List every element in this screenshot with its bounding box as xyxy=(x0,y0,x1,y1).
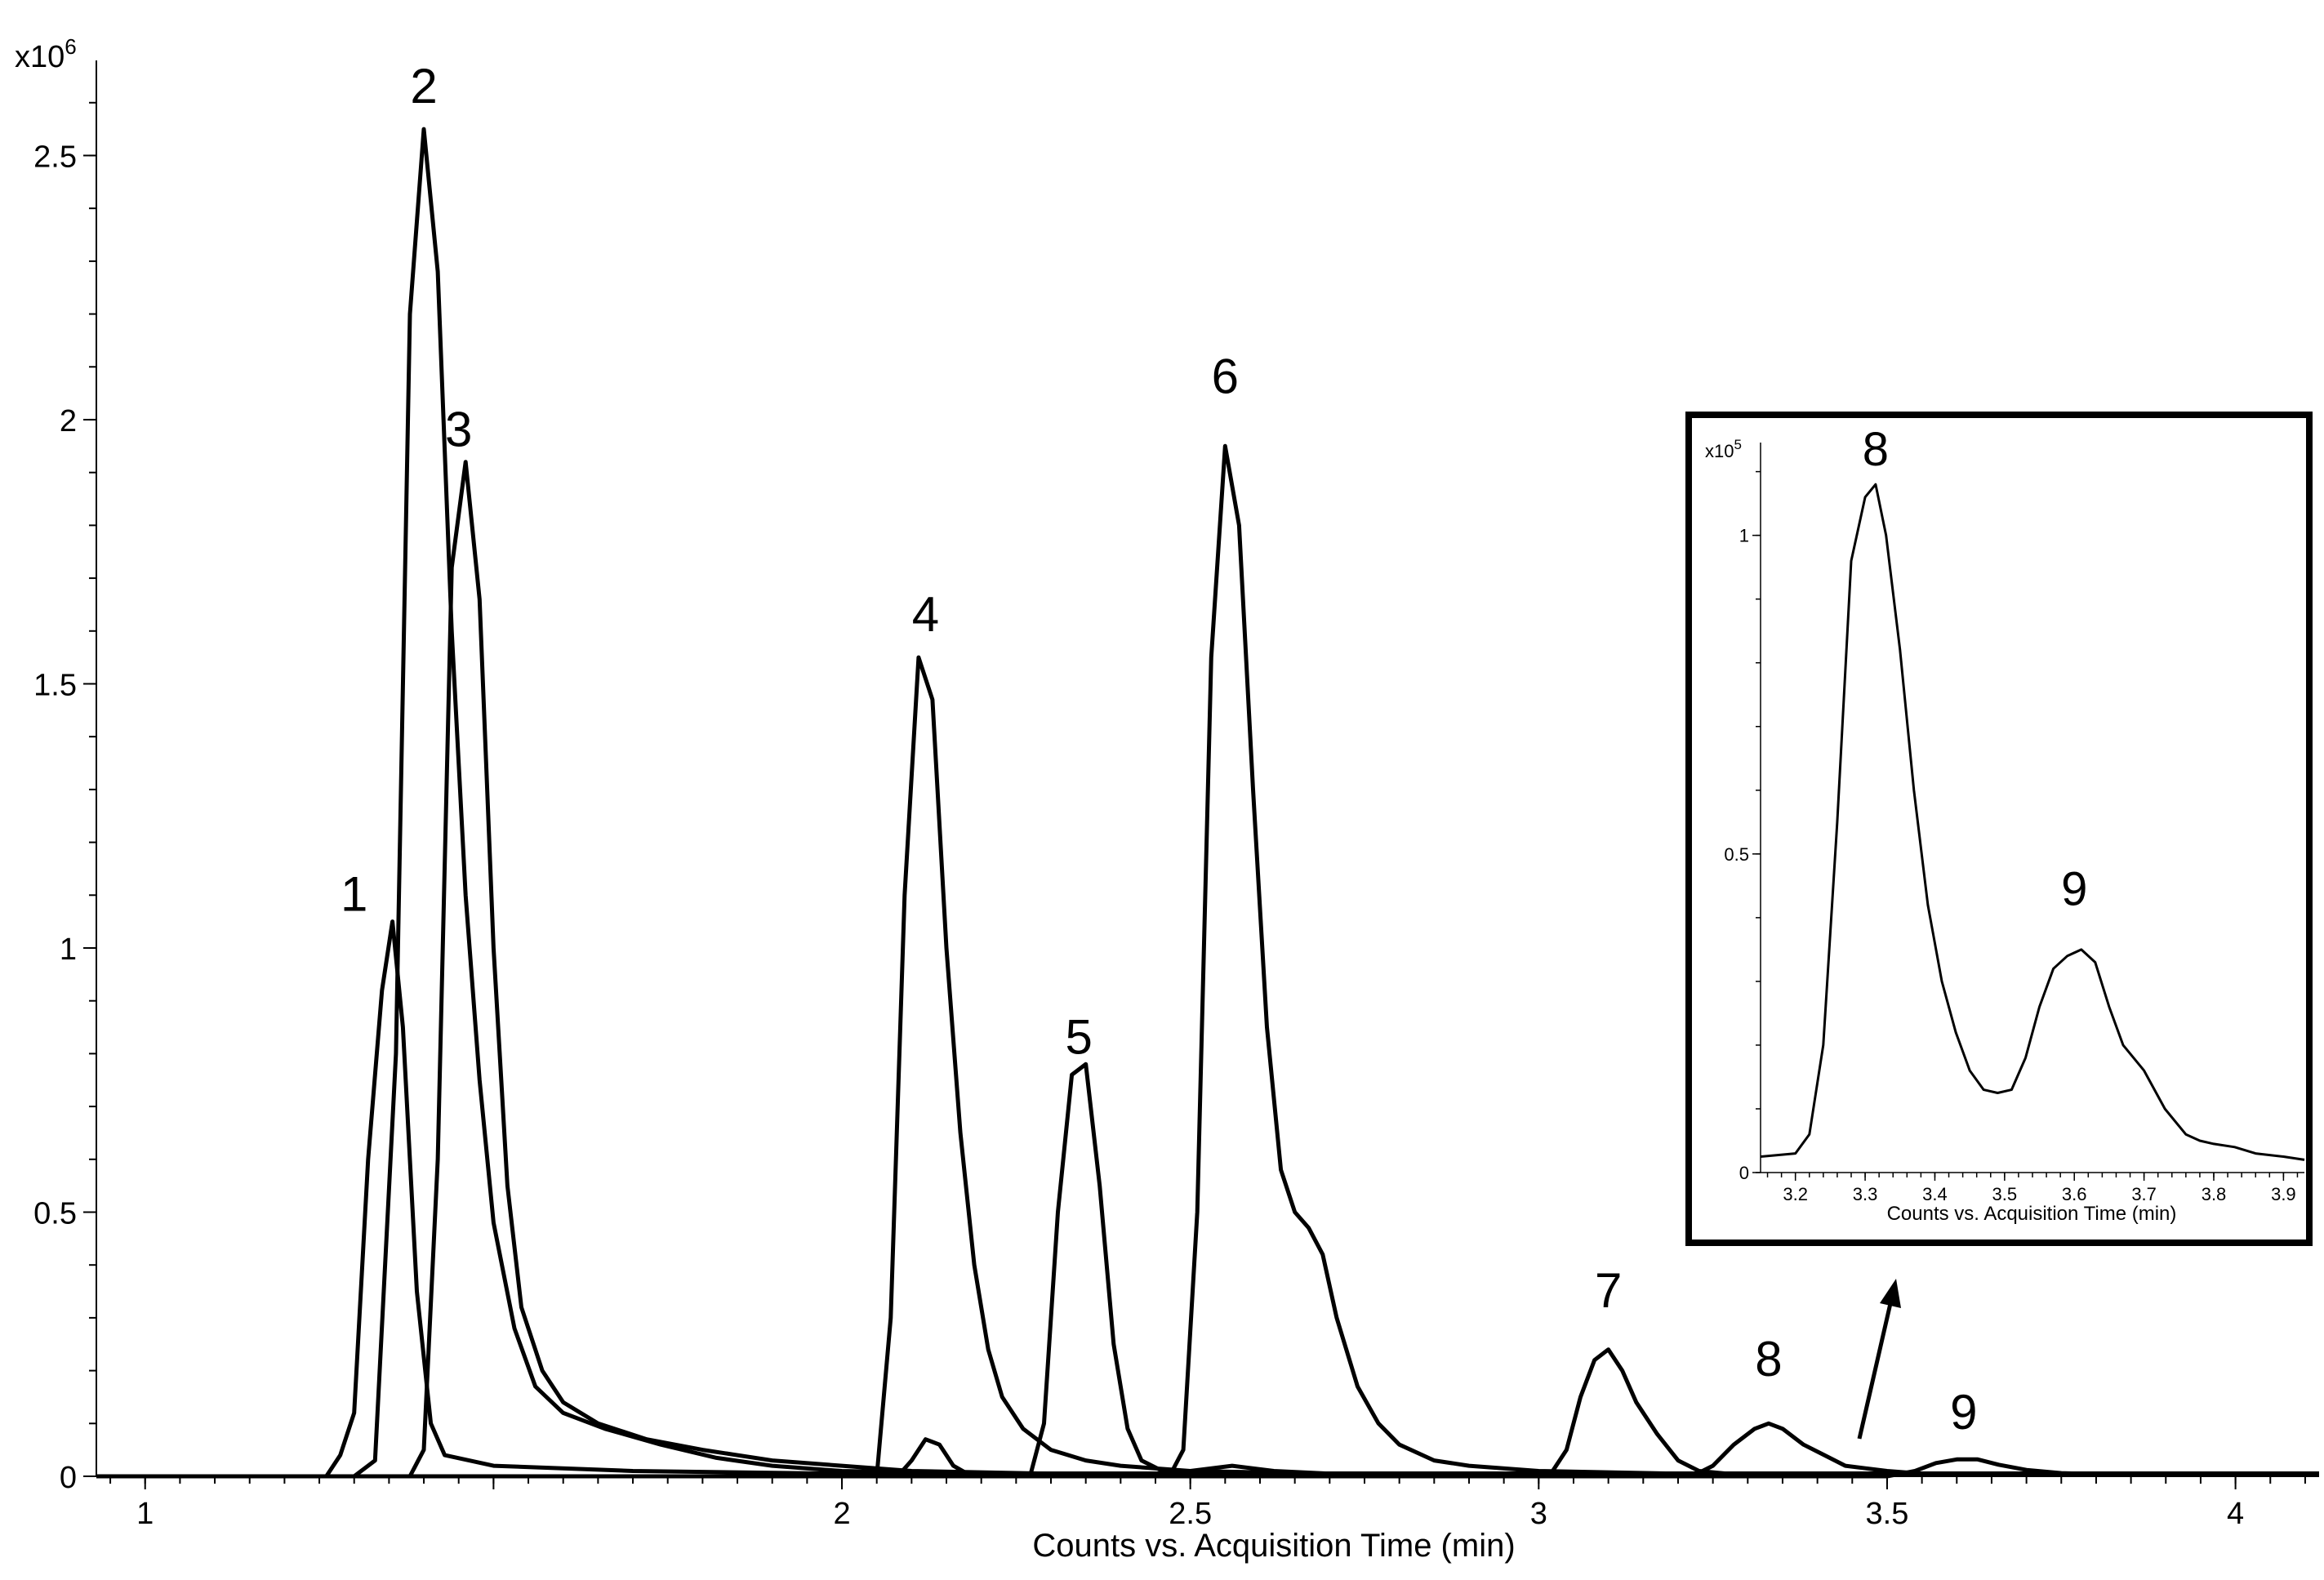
inset-traces xyxy=(1760,483,2305,1161)
y-tick-label: 1.5 xyxy=(33,668,77,702)
inset-peak-labels: 89 xyxy=(1863,423,2088,915)
inset-y-multiplier-label: x105 xyxy=(1705,437,1742,461)
y-tick-label: 2 xyxy=(60,404,77,438)
x-tick-label: 3.9 xyxy=(2271,1184,2296,1204)
arrow-head xyxy=(1880,1279,1901,1308)
trace-peak-9 xyxy=(96,1457,2319,1479)
trace-peak-4 xyxy=(96,655,2319,1479)
main-peak-labels: 1 2 3 4 5 6 7 8 9 xyxy=(341,59,1977,1440)
x-tick-label: 3.5 xyxy=(1866,1497,1909,1531)
peak-label: 8 xyxy=(1755,1332,1782,1386)
x-tick-label: 2 xyxy=(833,1497,850,1531)
trace-peak-8 xyxy=(96,1421,2319,1479)
trace-peak-3 xyxy=(96,460,2319,1479)
y-tick-label: 0 xyxy=(1739,1163,1749,1183)
x-tick-label: 2.5 xyxy=(1169,1497,1212,1531)
peak-label: 3 xyxy=(445,402,472,456)
inset-y-multiplier-base: x10 xyxy=(1705,441,1734,461)
inset-chromatogram: x105 3.2 3.3 3.4 3.5 3.6 3.7 3.8 3.900.51 89 Co… xyxy=(1685,412,2313,1246)
x-tick-label: 3.5 xyxy=(1992,1184,2018,1204)
x-tick-label: 3.3 xyxy=(1853,1184,1878,1204)
main-traces xyxy=(96,127,2319,1479)
trace-peak-2 xyxy=(96,127,2319,1479)
trace-peak-5 xyxy=(96,1061,2319,1479)
y-tick-label: 0.5 xyxy=(1724,844,1749,865)
inset-y-multiplier-exponent: 5 xyxy=(1734,437,1741,452)
x-tick-label: 3.2 xyxy=(1783,1184,1808,1204)
peak-label: 4 xyxy=(912,587,939,642)
y-tick-label: 0.5 xyxy=(33,1196,77,1231)
y-tick-label: 2.5 xyxy=(33,140,77,174)
peak-label: 5 xyxy=(1065,1009,1092,1064)
y-multiplier-exponent: 6 xyxy=(65,34,76,59)
inset-axes: 3.2 3.3 3.4 3.5 3.6 3.7 3.8 3.9 0 0.5 1 xyxy=(1724,443,2304,1204)
inset-x-axis-title: Counts vs. Acquisition Time (min) xyxy=(1887,1203,2177,1225)
inset-pointer-arrow xyxy=(1857,1279,1901,1440)
x-tick-label: 1 xyxy=(136,1497,154,1531)
x-tick-label: 3.7 xyxy=(2131,1184,2157,1204)
x-tick-label: 3.6 xyxy=(2062,1184,2087,1204)
peak-label: 9 xyxy=(1950,1385,1977,1440)
y-multiplier-base: x10 xyxy=(15,40,65,74)
peak-label: 7 xyxy=(1595,1263,1622,1318)
x-tick-label: 3.8 xyxy=(2202,1184,2227,1204)
y-tick-label: 1 xyxy=(60,932,77,967)
x-axis-title: Counts vs. Acquisition Time (min) xyxy=(1032,1528,1515,1564)
x-tick-label: 4 xyxy=(2227,1497,2244,1531)
arrow-shaft xyxy=(1857,1299,1894,1440)
trace-peak-6 xyxy=(96,443,2319,1479)
peak-label: 1 xyxy=(341,867,367,922)
inset-frame xyxy=(1685,412,2313,1246)
peak-label: 6 xyxy=(1212,349,1239,404)
y-multiplier-label: x106 xyxy=(15,34,77,74)
trace-peak-7 xyxy=(96,1347,2319,1479)
trace-peak-1 xyxy=(96,919,2319,1479)
x-tick-label: 3 xyxy=(1530,1497,1547,1531)
y-tick-label: 0 xyxy=(60,1461,77,1495)
peak-label: 2 xyxy=(410,59,437,113)
x-tick-label: 3.4 xyxy=(1922,1184,1948,1204)
inset-peak-label: 9 xyxy=(2061,862,2087,915)
trace-peak-4-minor xyxy=(96,1437,2319,1479)
y-tick-label: 1 xyxy=(1739,526,1749,546)
trace-peak-1 xyxy=(1760,483,2305,1161)
inset-peak-label: 8 xyxy=(1863,423,1889,476)
